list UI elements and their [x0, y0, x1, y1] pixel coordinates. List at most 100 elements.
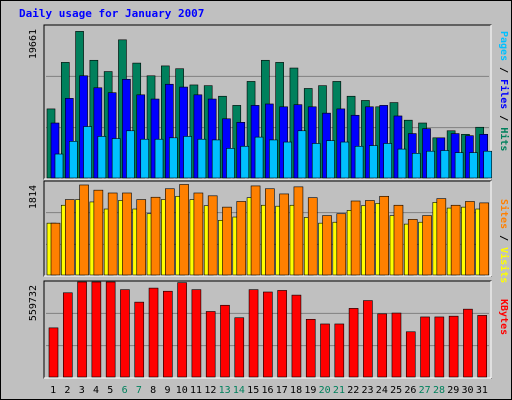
bar — [64, 199, 75, 276]
bar — [169, 137, 178, 179]
bar — [226, 148, 235, 179]
bar — [354, 145, 364, 179]
bar — [393, 204, 404, 276]
bar — [277, 290, 287, 378]
bar — [483, 150, 493, 179]
x-tick-label: 14 — [233, 385, 245, 396]
x-tick-label: 31 — [476, 385, 488, 396]
bar — [234, 317, 245, 378]
x-tick-label: 16 — [261, 385, 273, 396]
bar — [454, 152, 464, 179]
bar — [479, 202, 490, 276]
bar — [336, 213, 347, 276]
bar — [422, 215, 432, 276]
bar — [265, 188, 275, 276]
bar — [320, 323, 330, 378]
bar — [348, 308, 359, 378]
series-sites — [50, 184, 490, 276]
bar — [311, 143, 321, 179]
bar — [477, 315, 488, 378]
bar — [434, 316, 445, 378]
bar — [163, 290, 173, 378]
bar — [236, 201, 247, 276]
bar — [54, 153, 64, 179]
y-max-label: 1814 — [28, 185, 39, 209]
x-tick-label: 17 — [276, 385, 288, 396]
bar — [193, 192, 204, 276]
bar — [407, 219, 418, 276]
series-legend: Pages / Files / Hits — [498, 31, 510, 151]
bar — [107, 192, 118, 276]
series-legend: Sites / Visits — [498, 199, 510, 283]
bar — [136, 199, 147, 276]
legend-visits: Visits — [498, 247, 510, 283]
bar — [120, 289, 130, 378]
x-tick-label: 28 — [433, 385, 445, 396]
bar — [469, 152, 478, 179]
x-tick-label: 25 — [390, 385, 402, 396]
x-tick-label: 11 — [190, 385, 202, 396]
bar — [250, 185, 261, 276]
bar — [379, 195, 389, 276]
bar — [68, 141, 78, 179]
x-tick-label: 1 — [50, 385, 56, 396]
bar — [205, 311, 216, 378]
bar — [165, 188, 175, 276]
legend-pages: Pages — [498, 31, 509, 61]
x-tick-label: 26 — [404, 385, 416, 396]
bar — [291, 294, 302, 378]
bar — [377, 313, 387, 378]
x-tick-label: 4 — [93, 385, 99, 396]
x-tick-label: 9 — [164, 385, 170, 396]
x-tick-label: 3 — [79, 385, 85, 396]
x-tick-label: 15 — [247, 385, 259, 396]
x-tick-label: 5 — [107, 385, 113, 396]
x-tick-label: 19 — [304, 385, 316, 396]
bar — [93, 189, 104, 276]
bar — [77, 281, 87, 378]
bar — [426, 150, 435, 179]
bar — [79, 184, 89, 276]
bar — [326, 140, 335, 179]
bar — [365, 200, 375, 276]
series-legend: KBytes — [498, 299, 509, 335]
bar — [177, 282, 187, 378]
bar — [279, 193, 289, 276]
x-tick-label: 24 — [376, 385, 388, 396]
x-tick-label: 21 — [333, 385, 345, 396]
legend-separator: / — [498, 61, 509, 79]
y-max-label: 19661 — [28, 29, 39, 59]
bar — [111, 138, 121, 179]
bar — [48, 327, 59, 378]
bar — [363, 300, 373, 378]
legend-kbytes: KBytes — [498, 299, 509, 335]
bar — [62, 292, 73, 378]
bar — [254, 136, 264, 179]
bar — [91, 281, 102, 378]
panel-kbytes: 559732 KBytes — [28, 280, 509, 379]
bar — [248, 289, 259, 378]
legend-hits: Hits — [498, 127, 510, 151]
legend-separator: / — [498, 229, 509, 247]
bar — [105, 281, 116, 378]
bar — [405, 331, 416, 378]
bar — [436, 198, 447, 276]
x-tick-label: 22 — [347, 385, 359, 396]
y-max-label: 559732 — [28, 285, 39, 321]
panel-hits-files-pages: 19661 Pages / Files / Hits — [28, 24, 510, 180]
x-tick-label: 30 — [462, 385, 474, 396]
legend-separator: / — [498, 109, 509, 127]
chart-title: Daily usage for January 2007 — [19, 7, 204, 20]
bar — [334, 323, 345, 378]
bar — [263, 291, 273, 378]
bar — [293, 186, 304, 276]
bar — [220, 304, 230, 378]
bar — [83, 126, 92, 179]
bar — [350, 200, 361, 276]
bar — [197, 138, 207, 179]
panel-visits-sites: 1814 Sites / Visits — [28, 180, 510, 283]
bar — [269, 139, 278, 179]
bar — [179, 184, 189, 276]
x-tick-label: 29 — [447, 385, 459, 396]
bar — [207, 195, 218, 276]
